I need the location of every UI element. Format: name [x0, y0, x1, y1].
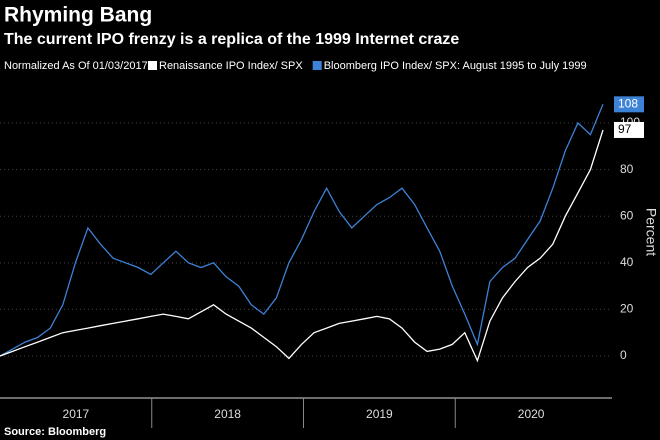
end-label: 108 — [618, 96, 638, 110]
x-tick-label: 2017 — [63, 407, 90, 421]
x-tick-label: 2020 — [518, 407, 545, 421]
series-line — [0, 104, 604, 357]
y-tick-label: 20 — [620, 302, 634, 316]
legend-swatch — [148, 61, 157, 70]
chart-title: Rhyming Bang — [4, 4, 152, 27]
x-tick-label: 2019 — [366, 407, 393, 421]
y-axis-label: Percent — [643, 208, 659, 256]
end-label-box — [614, 121, 644, 138]
series-line — [0, 129, 604, 363]
legend-label: Renaissance IPO Index/ SPX — [159, 60, 303, 72]
y-tick-label: 80 — [620, 162, 634, 176]
end-label-box — [614, 96, 644, 113]
y-tick-label: 40 — [620, 255, 634, 269]
source: Source: Bloomberg — [4, 426, 106, 438]
x-tick-label: 2018 — [214, 407, 241, 421]
chart-subtitle: The current IPO frenzy is a replica of t… — [4, 31, 459, 48]
y-tick-label: 60 — [620, 208, 634, 222]
end-label: 97 — [618, 122, 632, 136]
y-tick-label: 0 — [620, 348, 627, 362]
legend-swatch — [312, 61, 322, 70]
legend-label: Bloomberg IPO Index/ SPX: August 1995 to… — [324, 60, 587, 72]
legend-title: Normalized As Of 01/03/2017 — [4, 60, 148, 72]
